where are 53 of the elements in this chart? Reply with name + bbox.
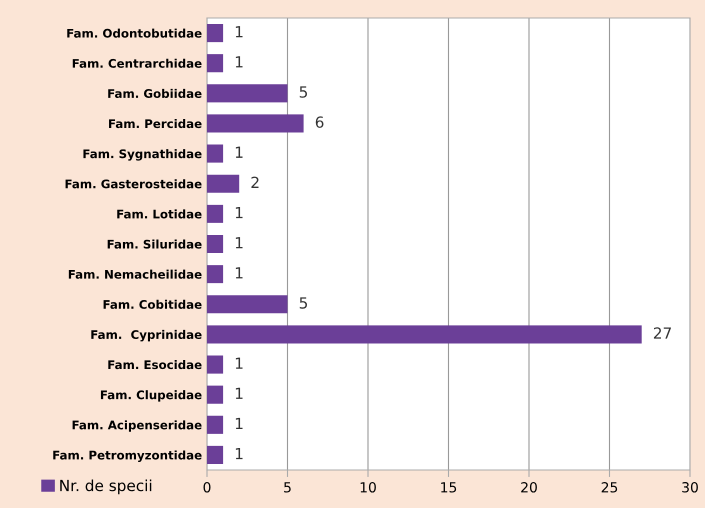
bar	[207, 84, 288, 102]
y-tick-label: Fam. Sygnathidae	[83, 149, 202, 161]
data-label: 5	[300, 86, 307, 98]
data-label: 1	[236, 146, 243, 158]
bar	[207, 295, 288, 314]
y-tick-label: Fam. Petromyzontidae	[53, 450, 202, 462]
data-label: 5	[300, 297, 307, 309]
x-tick-label: 25	[602, 482, 618, 493]
y-tick-label: Fam. Cobitidae	[104, 300, 202, 309]
y-tick-label: Fam. Nemacheilidae	[68, 270, 202, 279]
y-tick-label: Fam. Lotidae	[117, 209, 202, 219]
y-tick-label: Fam. Siluridae	[108, 240, 202, 249]
y-tick-label: Fam. Gasterosteidae	[66, 179, 202, 188]
legend-label: Nr. de specii	[60, 479, 152, 494]
x-tick-label: 20	[521, 482, 537, 493]
data-label: 1	[236, 267, 243, 278]
y-tick-label: Fam. Centrarchidae	[72, 58, 202, 68]
data-label: 1	[236, 26, 243, 38]
x-tick-label: 5	[284, 482, 291, 493]
data-label: 1	[236, 358, 243, 369]
y-tick-label: Fam. Odontobutidae	[67, 28, 202, 38]
data-label: 1	[236, 56, 243, 68]
data-label: 2	[251, 176, 258, 188]
bar	[207, 234, 224, 254]
bar	[207, 174, 240, 193]
bar	[207, 54, 224, 72]
x-tick-label: 0	[203, 482, 210, 493]
bar	[207, 114, 304, 133]
bar	[207, 204, 224, 223]
bar	[207, 355, 224, 374]
bar	[207, 416, 224, 434]
x-tick-label: 15	[441, 482, 456, 493]
bar	[207, 144, 224, 163]
y-tick-label: Fam. Percidae	[109, 118, 202, 128]
data-label: 1	[236, 237, 243, 248]
x-tick-label: 10	[360, 482, 376, 493]
data-label: 27	[654, 327, 671, 339]
data-label: 6	[316, 116, 324, 128]
bar	[207, 265, 224, 284]
bar	[207, 386, 224, 404]
data-label: 1	[236, 206, 243, 218]
data-label: 1	[236, 418, 243, 430]
x-tick-label: 30	[682, 482, 698, 493]
y-tick-label: Fam. Gobiidae	[108, 88, 202, 98]
y-tick-label: Fam. Clupeidae	[100, 390, 202, 402]
data-label: 1	[236, 448, 243, 460]
y-tick-label: Fam. Cyprinidae	[91, 330, 202, 342]
bar	[207, 325, 642, 344]
data-label: 1	[236, 388, 243, 399]
bar	[207, 24, 224, 42]
y-tick-label: Fam. Acipenseridae	[72, 420, 202, 432]
y-tick-label: Fam. Esocidae	[108, 360, 202, 370]
bar	[207, 446, 224, 464]
